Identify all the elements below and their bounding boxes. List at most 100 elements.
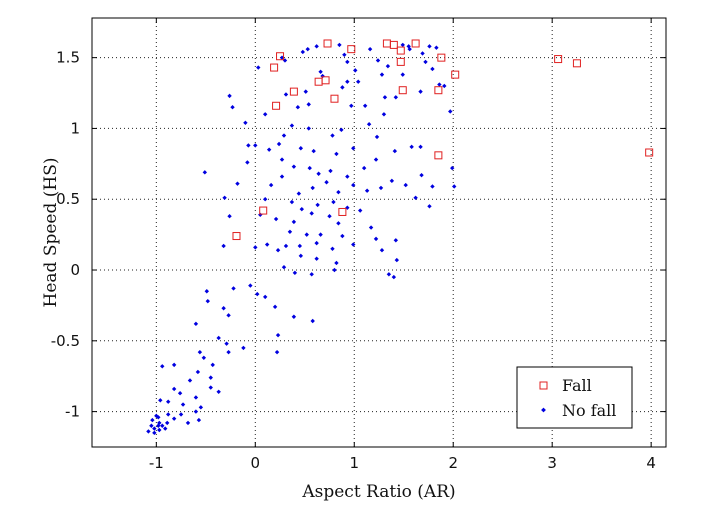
fall-point <box>321 76 330 85</box>
no-fall-point <box>276 141 282 147</box>
fall-point <box>411 39 420 48</box>
no-fall-point <box>437 82 442 87</box>
y-tick-labels: -1 -0.5 0 0.5 1 1.5 <box>51 49 80 421</box>
no-fall-point <box>351 182 356 188</box>
no-fall-point <box>289 199 295 205</box>
no-fall-point <box>378 185 384 191</box>
fall-point <box>270 63 279 72</box>
no-fall-point <box>291 164 297 169</box>
no-fall-point <box>345 79 350 84</box>
no-fall-point <box>334 260 339 266</box>
x-axis-title: Aspect Ratio (AR) <box>301 482 455 502</box>
no-fall-point <box>373 236 379 242</box>
data-points <box>146 39 654 436</box>
fall-point <box>232 232 241 241</box>
no-fall-point <box>330 246 335 251</box>
no-fall-point <box>393 95 399 100</box>
no-fall-point <box>152 426 157 431</box>
no-fall-point <box>339 127 344 133</box>
no-fall-point <box>274 349 280 355</box>
no-fall-point <box>309 272 314 277</box>
no-fall-point <box>216 335 221 341</box>
no-fall-point <box>281 264 287 270</box>
legend-no-fall-label: No fall <box>562 401 616 420</box>
no-fall-point <box>342 52 347 58</box>
no-fall-point <box>253 143 258 148</box>
y-tick-label: 0.5 <box>56 190 80 208</box>
legend-box <box>516 366 633 429</box>
no-fall-point <box>292 270 298 276</box>
fall-point <box>434 86 443 95</box>
no-fall-point <box>272 304 278 310</box>
no-fall-point <box>230 104 235 110</box>
no-fall-point <box>221 243 226 249</box>
no-fall-point <box>379 247 385 253</box>
x-tick-label: 2 <box>448 454 458 472</box>
no-fall-point <box>163 426 168 431</box>
no-fall-point <box>332 267 337 273</box>
no-fall-point <box>434 45 439 50</box>
no-fall-point <box>262 112 268 117</box>
no-fall-point <box>282 58 288 63</box>
fall-point <box>330 94 339 103</box>
x-tick-label: 1 <box>349 454 359 472</box>
no-fall-point <box>314 256 319 261</box>
legend-fall-marker <box>539 381 548 390</box>
no-fall-point <box>442 83 447 89</box>
no-fall-point <box>353 68 358 73</box>
no-fall-point <box>330 133 335 138</box>
no-fall-point <box>216 389 221 394</box>
fall-point <box>434 151 443 160</box>
no-fall-point <box>208 385 213 390</box>
no-fall-point <box>324 180 329 185</box>
no-fall-point <box>178 412 184 417</box>
y-tick-label: -1 <box>65 403 80 421</box>
no-fall-point <box>315 202 320 208</box>
no-fall-point <box>185 420 191 426</box>
no-fall-point <box>310 185 315 191</box>
no-fall-point <box>258 212 263 218</box>
no-fall-point <box>202 170 208 175</box>
no-fall-point <box>357 208 363 213</box>
legend: Fall No fall <box>516 366 633 429</box>
y-tick-label: 1 <box>70 119 80 137</box>
y-tick-label: 1.5 <box>56 49 80 67</box>
no-fall-point <box>430 184 435 189</box>
no-fall-point <box>320 73 325 79</box>
no-fall-point <box>160 364 165 369</box>
no-fall-point <box>245 160 250 165</box>
no-fall-point <box>337 42 342 48</box>
no-fall-point <box>307 165 312 171</box>
no-fall-point <box>351 146 356 151</box>
fall-point <box>396 57 405 66</box>
fall-point <box>289 87 298 96</box>
no-fall-point <box>356 79 361 84</box>
no-fall-point <box>309 211 314 216</box>
no-fall-point <box>316 171 321 176</box>
no-fall-point <box>381 112 387 117</box>
fall-point <box>314 77 323 86</box>
no-fall-point <box>318 232 323 237</box>
x-tick-label: 0 <box>251 454 261 472</box>
no-fall-point <box>391 274 397 280</box>
x-tick-label: 3 <box>547 454 557 472</box>
no-fall-point <box>300 49 305 55</box>
no-fall-point <box>311 148 316 154</box>
fall-point <box>398 86 407 95</box>
no-fall-point <box>310 318 315 324</box>
no-fall-point <box>298 146 304 151</box>
no-fall-point <box>256 65 261 70</box>
no-fall-point <box>166 399 171 404</box>
no-fall-point <box>241 345 246 351</box>
no-fall-point <box>158 398 163 403</box>
no-fall-point <box>392 148 398 154</box>
fall-point <box>259 206 268 215</box>
fall-point <box>382 39 391 48</box>
no-fall-point <box>193 395 199 400</box>
no-fall-point <box>351 242 356 247</box>
no-fall-point <box>419 172 424 178</box>
no-fall-point <box>334 151 339 157</box>
no-fall-point <box>374 134 380 140</box>
no-fall-point <box>187 378 193 383</box>
